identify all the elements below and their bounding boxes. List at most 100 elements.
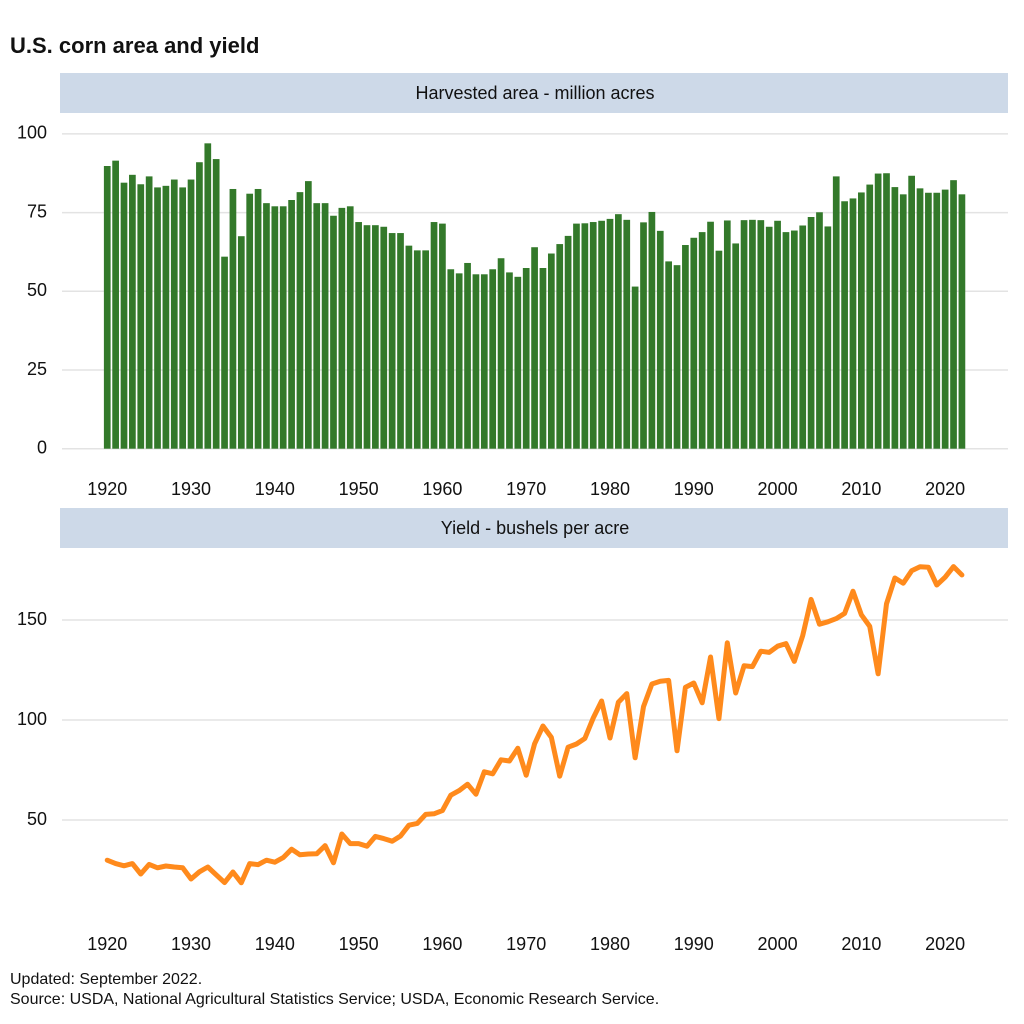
bar xyxy=(363,225,371,449)
y-tick-label: 100 xyxy=(17,123,47,143)
y-tick-label: 50 xyxy=(27,280,47,300)
strip xyxy=(60,73,1008,113)
bar xyxy=(489,269,497,449)
x-tick-label: 1930 xyxy=(171,934,211,954)
x-tick-label: 1960 xyxy=(422,934,462,954)
bar xyxy=(196,162,203,449)
bar xyxy=(355,222,362,449)
bar xyxy=(380,226,388,449)
bar xyxy=(170,179,178,449)
bar xyxy=(908,175,915,449)
bar xyxy=(598,220,605,449)
bar xyxy=(464,262,471,449)
bar xyxy=(221,256,228,449)
x-tick-label: 1960 xyxy=(422,479,462,499)
x-tick-label: 1990 xyxy=(674,479,714,499)
bar xyxy=(539,268,547,449)
bar xyxy=(933,192,941,449)
bar xyxy=(723,220,731,449)
x-tick-label: 1980 xyxy=(590,934,630,954)
x-tick-label: 2000 xyxy=(758,479,798,499)
bar xyxy=(187,179,195,449)
bar xyxy=(447,269,455,449)
bar xyxy=(606,218,614,449)
bar xyxy=(740,220,748,449)
bar xyxy=(631,286,639,449)
bar xyxy=(782,232,790,449)
bar xyxy=(162,185,170,449)
bar xyxy=(204,143,212,449)
bar xyxy=(950,180,957,449)
x-tick-label: 2000 xyxy=(758,934,798,954)
bar xyxy=(137,184,145,449)
bar xyxy=(154,187,161,449)
bar xyxy=(749,219,756,449)
x-tick-label: 1940 xyxy=(255,479,295,499)
bar xyxy=(899,194,907,449)
bar xyxy=(682,245,689,449)
bar xyxy=(832,176,840,449)
bar xyxy=(757,220,765,449)
bar xyxy=(581,223,589,449)
bar xyxy=(397,233,404,449)
bar xyxy=(212,159,220,449)
y-tick-label: 0 xyxy=(37,437,47,457)
bar xyxy=(313,203,321,449)
bar xyxy=(925,192,932,449)
strip xyxy=(60,508,1008,548)
bar xyxy=(941,189,949,449)
bar xyxy=(304,181,312,449)
bar xyxy=(246,193,254,449)
bar xyxy=(321,203,329,449)
panel-title: Yield - bushels per acre xyxy=(441,518,629,538)
bar xyxy=(120,182,128,449)
bar xyxy=(573,223,580,449)
bar xyxy=(673,265,681,449)
note: Source: USDA, National Agricultural Stat… xyxy=(10,991,659,1008)
bar xyxy=(656,230,664,449)
y-tick-label: 75 xyxy=(27,201,47,221)
bar xyxy=(430,222,438,449)
bar xyxy=(807,217,815,449)
y-tick-label: 150 xyxy=(17,609,47,629)
bar xyxy=(338,207,346,449)
bar xyxy=(372,225,379,449)
x-tick-label: 1940 xyxy=(255,934,295,954)
bar xyxy=(279,206,287,449)
x-tick-label: 1950 xyxy=(339,934,379,954)
x-tick-label: 1990 xyxy=(674,934,714,954)
bar xyxy=(288,200,295,449)
bar xyxy=(531,247,538,449)
bar xyxy=(841,201,848,449)
bar xyxy=(715,250,723,449)
bar xyxy=(874,173,882,449)
x-tick-label: 1930 xyxy=(171,479,211,499)
chart-title: U.S. corn area and yield xyxy=(10,33,259,58)
bar xyxy=(330,215,337,449)
note: Updated: September 2022. xyxy=(10,971,202,988)
bar xyxy=(623,219,631,449)
x-tick-label: 2010 xyxy=(841,934,881,954)
bar xyxy=(556,244,564,449)
bar xyxy=(506,272,513,449)
bar xyxy=(883,173,890,449)
bar xyxy=(422,250,430,449)
x-tick-label: 1920 xyxy=(87,479,127,499)
bar xyxy=(439,223,446,449)
y-tick-label: 25 xyxy=(27,359,47,379)
bar xyxy=(103,166,111,449)
bar xyxy=(346,206,354,449)
x-tick-label: 1970 xyxy=(506,479,546,499)
x-tick-label: 2020 xyxy=(925,934,965,954)
bar xyxy=(589,222,597,449)
bar xyxy=(690,237,698,449)
bar xyxy=(765,226,773,449)
bar xyxy=(866,184,874,449)
bar xyxy=(388,233,396,449)
bar xyxy=(648,211,656,449)
bar xyxy=(480,274,488,449)
bar xyxy=(816,212,823,449)
x-tick-label: 1970 xyxy=(506,934,546,954)
panel-title: Harvested area - million acres xyxy=(415,83,654,103)
bar xyxy=(774,220,781,449)
